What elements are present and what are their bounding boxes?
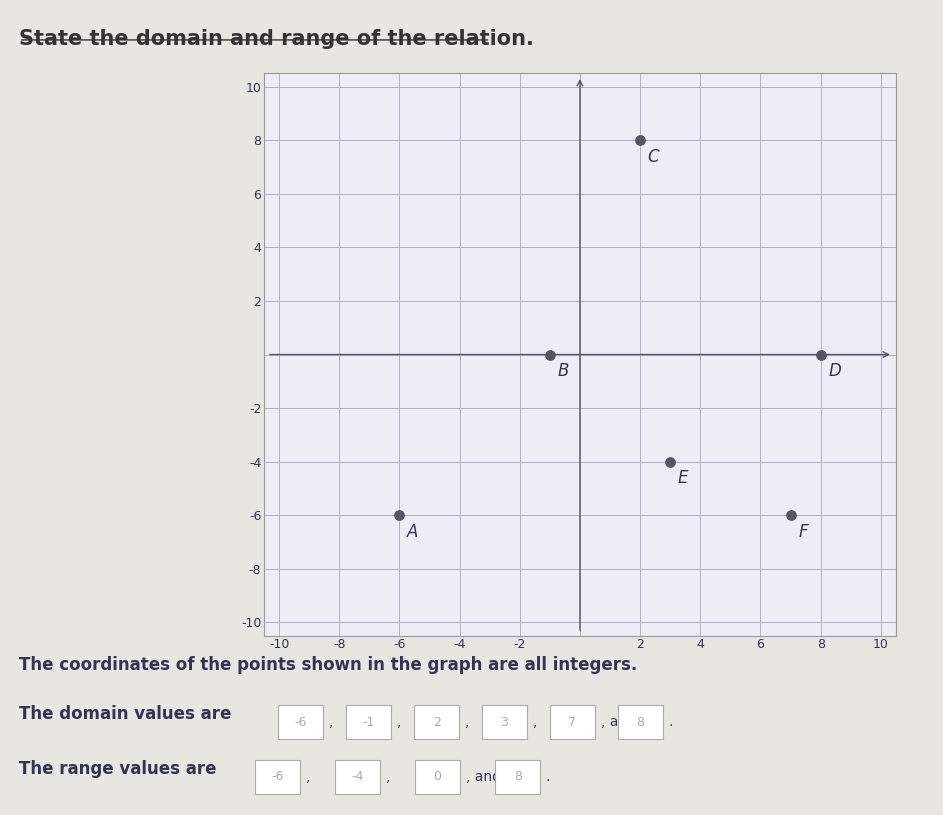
Text: 7: 7 (569, 716, 576, 729)
Text: 0: 0 (434, 770, 441, 783)
Point (392, 509, 407, 522)
Text: , and: , and (466, 769, 501, 784)
Text: ,: , (533, 715, 538, 729)
Text: D: D (828, 362, 841, 380)
Text: 3: 3 (501, 716, 508, 729)
Text: F: F (798, 522, 808, 540)
Text: The coordinates of the points shown in the graph are all integers.: The coordinates of the points shown in t… (19, 656, 637, 674)
Text: ,: , (386, 769, 390, 784)
Point (813, 348, 828, 361)
Text: A: A (407, 522, 419, 540)
Text: -6: -6 (294, 716, 307, 729)
Text: 8: 8 (637, 716, 644, 729)
Text: C: C (648, 148, 659, 165)
Text: ,: , (306, 769, 310, 784)
Text: E: E (678, 469, 688, 487)
Text: 2: 2 (433, 716, 440, 729)
Text: ,: , (465, 715, 470, 729)
Text: -6: -6 (271, 770, 284, 783)
Point (633, 134, 648, 147)
Text: The range values are: The range values are (19, 760, 216, 778)
Text: .: . (546, 769, 551, 784)
Text: , and: , and (601, 715, 636, 729)
Text: State the domain and range of the relation.: State the domain and range of the relati… (19, 29, 534, 49)
Text: -1: -1 (362, 716, 375, 729)
Text: ,: , (329, 715, 334, 729)
Text: -4: -4 (351, 770, 364, 783)
Point (783, 509, 798, 522)
Point (663, 455, 678, 468)
Text: .: . (669, 715, 673, 729)
Text: The domain values are: The domain values are (19, 705, 231, 723)
Point (542, 348, 557, 361)
Text: B: B (557, 362, 569, 380)
Text: ,: , (397, 715, 402, 729)
Text: 8: 8 (514, 770, 521, 783)
